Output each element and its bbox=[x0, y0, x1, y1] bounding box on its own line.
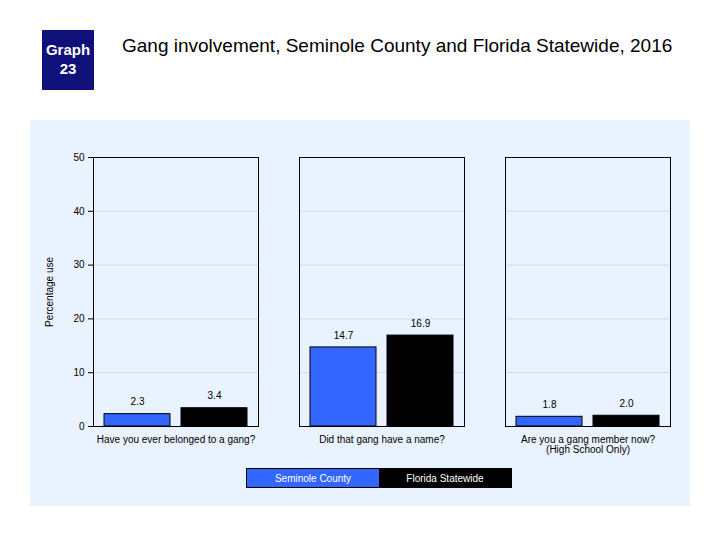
svg-text:16.9: 16.9 bbox=[411, 318, 431, 329]
svg-text:Did that gang have a name?: Did that gang have a name? bbox=[319, 434, 445, 445]
html-text:Gang involvement, Seminole Cou: Gang involvement, Seminole County and Fl… bbox=[122, 35, 673, 56]
svg-text:2.0: 2.0 bbox=[620, 398, 634, 409]
svg-text:30: 30 bbox=[73, 259, 85, 270]
svg-text:3.4: 3.4 bbox=[208, 390, 222, 401]
svg-text:50: 50 bbox=[73, 152, 85, 163]
svg-text:20: 20 bbox=[73, 313, 85, 324]
svg-text:10: 10 bbox=[73, 367, 85, 378]
svg-text:40: 40 bbox=[73, 206, 85, 217]
svg-text:2.3: 2.3 bbox=[131, 396, 145, 407]
svg-text:14.7: 14.7 bbox=[334, 330, 354, 341]
html-text:Florida Statewide: Florida Statewide bbox=[406, 472, 484, 484]
svg-text:0: 0 bbox=[79, 421, 85, 432]
svg-text:Percentage use: Percentage use bbox=[44, 257, 55, 327]
svg-text:Are you a gang member now?(Hig: Are you a gang member now?(High School O… bbox=[521, 434, 655, 455]
svg-text:Have you ever belonged to a ga: Have you ever belonged to a gang? bbox=[97, 434, 256, 445]
html-text:Graph 23: Graph 23 bbox=[45, 41, 91, 77]
html-text:Seminole County: Seminole County bbox=[274, 472, 352, 484]
svg-text:1.8: 1.8 bbox=[543, 399, 557, 410]
